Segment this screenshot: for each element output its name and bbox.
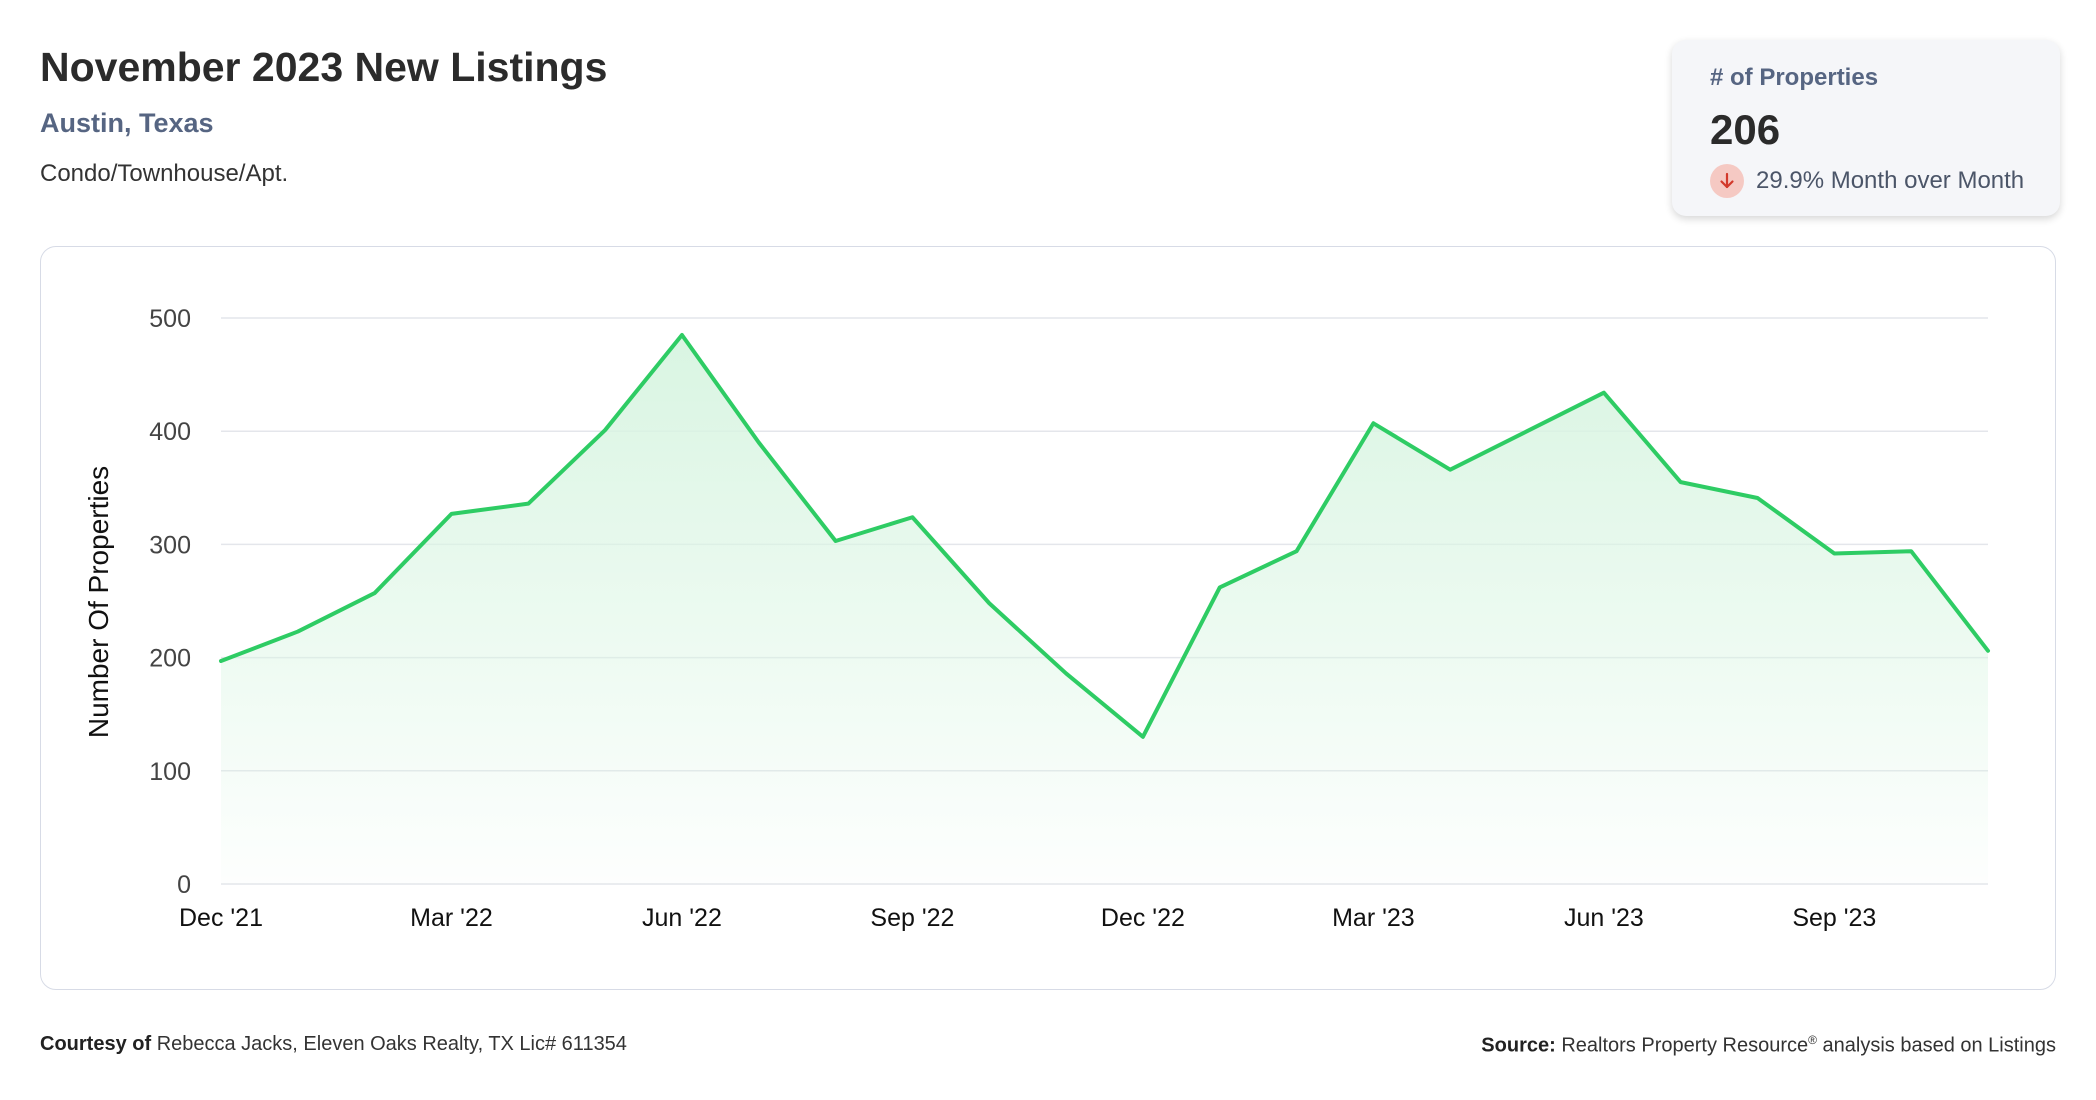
source-name: Realtors Property Resource	[1561, 1034, 1809, 1057]
data-point	[1602, 391, 1606, 395]
properties-stat-card: # of Properties 206 29.9% Month over Mon…	[1672, 40, 2060, 216]
y-tick-label: 400	[149, 418, 191, 446]
y-tick-label: 300	[149, 531, 191, 559]
data-point	[1448, 468, 1452, 472]
source-label: Source:	[1481, 1034, 1556, 1057]
data-point	[987, 601, 991, 605]
x-tick-label: Jun '23	[1564, 904, 1644, 932]
area-fill	[221, 334, 1988, 885]
property-type-label: Condo/Townhouse/Apt.	[40, 160, 289, 187]
x-tick-label: Jun '22	[642, 904, 722, 932]
stat-change-text: 29.9% Month over Month	[1756, 167, 2025, 194]
y-axis-label: Number Of Properties	[83, 466, 114, 738]
source-text: analysis based on Listings	[1822, 1034, 2056, 1057]
data-point	[1141, 735, 1145, 739]
data-point	[680, 333, 684, 337]
data-point	[834, 539, 838, 543]
x-tick-label: Dec '22	[1101, 904, 1185, 932]
data-point	[1909, 549, 1913, 553]
y-tick-label: 500	[149, 305, 191, 333]
registered-mark: ®	[1808, 1033, 1817, 1047]
location-subtitle: Austin, Texas	[40, 108, 214, 138]
data-point	[910, 515, 914, 519]
source-footer: Source: Realtors Property Resource® anal…	[1481, 1033, 2056, 1058]
y-tick-label: 200	[149, 645, 191, 673]
data-point	[449, 512, 453, 516]
data-point	[373, 591, 377, 595]
data-point	[757, 441, 761, 445]
x-tick-label: Dec '21	[179, 904, 263, 932]
data-point	[1218, 585, 1222, 589]
data-point	[1756, 496, 1760, 500]
data-point	[1295, 549, 1299, 553]
y-tick-label: 0	[177, 871, 191, 899]
data-point	[1371, 421, 1375, 425]
data-point	[1064, 671, 1068, 675]
data-point	[219, 659, 223, 663]
data-point	[603, 428, 607, 432]
data-point	[526, 502, 530, 506]
courtesy-text: Rebecca Jacks, Eleven Oaks Realty, TX Li…	[156, 1033, 627, 1055]
courtesy-label: Courtesy of	[40, 1033, 152, 1055]
x-tick-label: Mar '22	[410, 904, 493, 932]
new-listings-chart: 0 100 200 300 400 500 Dec '21 Mar '22 Jun '22 Sep…	[83, 305, 1990, 932]
x-tick-label: Sep '22	[870, 904, 954, 932]
stat-value: 206	[1710, 106, 1781, 153]
data-point	[1832, 551, 1836, 555]
courtesy-footer: Courtesy of Rebecca Jacks, Eleven Oaks R…	[40, 1033, 627, 1056]
data-point	[1986, 649, 1990, 653]
page-title: November 2023 New Listings	[40, 44, 608, 90]
series-line	[219, 332, 1990, 739]
data-point	[1525, 429, 1529, 433]
x-tick-label: Sep '23	[1792, 904, 1876, 932]
y-tick-label: 100	[149, 758, 191, 786]
arrow-down-icon	[1710, 164, 1744, 198]
data-point	[296, 630, 300, 634]
data-point	[1679, 480, 1683, 484]
stat-label: # of Properties	[1710, 64, 1879, 91]
stat-change: 29.9% Month over Month	[1710, 164, 2060, 198]
x-tick-label: Mar '23	[1332, 904, 1415, 932]
